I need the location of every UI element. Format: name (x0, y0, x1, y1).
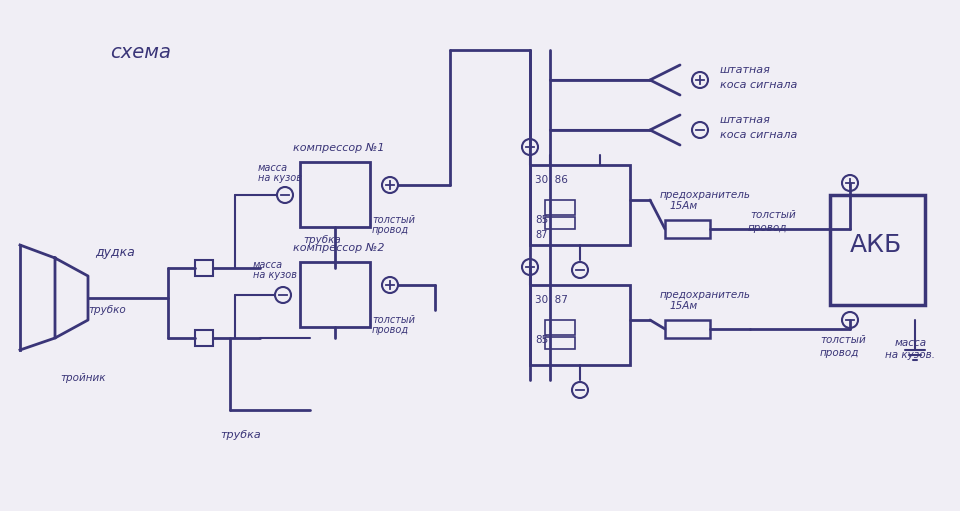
Text: трубка: трубка (303, 235, 341, 245)
Bar (195, 330, 213, 346)
Bar (830, 195, 925, 305)
Bar (545, 217, 575, 229)
Text: 87: 87 (535, 230, 547, 240)
Bar (545, 200, 575, 215)
Text: штатная: штатная (720, 65, 771, 75)
Text: схема: схема (110, 42, 171, 61)
Text: масса: масса (258, 163, 288, 173)
Text: 15Ам: 15Ам (670, 301, 698, 311)
Text: трубко: трубко (88, 305, 126, 315)
Bar (530, 285, 630, 365)
Text: провод: провод (748, 223, 787, 233)
Text: провод: провод (372, 325, 409, 335)
Bar (545, 337, 575, 349)
Text: штатная: штатная (720, 115, 771, 125)
Text: на кузов.: на кузов. (885, 350, 935, 360)
Text: 15Ам: 15Ам (670, 201, 698, 211)
Text: 85: 85 (535, 215, 548, 225)
Text: толстый: толстый (750, 210, 796, 220)
Text: тройник: тройник (60, 373, 106, 383)
Bar (300, 262, 370, 327)
Text: компрессор №2: компрессор №2 (293, 243, 385, 253)
Polygon shape (55, 258, 88, 338)
Text: провод: провод (372, 225, 409, 235)
Text: 30  87: 30 87 (535, 295, 568, 305)
Text: на кузов: на кузов (258, 173, 302, 183)
Text: компрессор №1: компрессор №1 (293, 143, 385, 153)
Text: предохранитель: предохранитель (660, 190, 751, 200)
Text: провод: провод (820, 348, 859, 358)
Bar (195, 260, 213, 276)
Text: 30  86: 30 86 (535, 175, 568, 185)
Text: толстый: толстый (820, 335, 866, 345)
Bar (665, 320, 710, 338)
Text: масса: масса (895, 338, 927, 348)
Bar (530, 165, 630, 245)
Text: 85: 85 (535, 335, 548, 345)
Text: коса сигнала: коса сигнала (720, 130, 798, 140)
Text: масса: масса (253, 260, 283, 270)
Text: толстый: толстый (372, 315, 415, 325)
Text: на кузов: на кузов (253, 270, 297, 280)
Text: трубка: трубка (220, 430, 261, 440)
Bar (545, 320, 575, 335)
Text: коса сигнала: коса сигнала (720, 80, 798, 90)
Text: дудка: дудка (95, 245, 134, 259)
Text: предохранитель: предохранитель (660, 290, 751, 300)
Bar (665, 220, 710, 238)
Bar (300, 162, 370, 227)
Text: АКБ: АКБ (850, 233, 902, 257)
Text: толстый: толстый (372, 215, 415, 225)
